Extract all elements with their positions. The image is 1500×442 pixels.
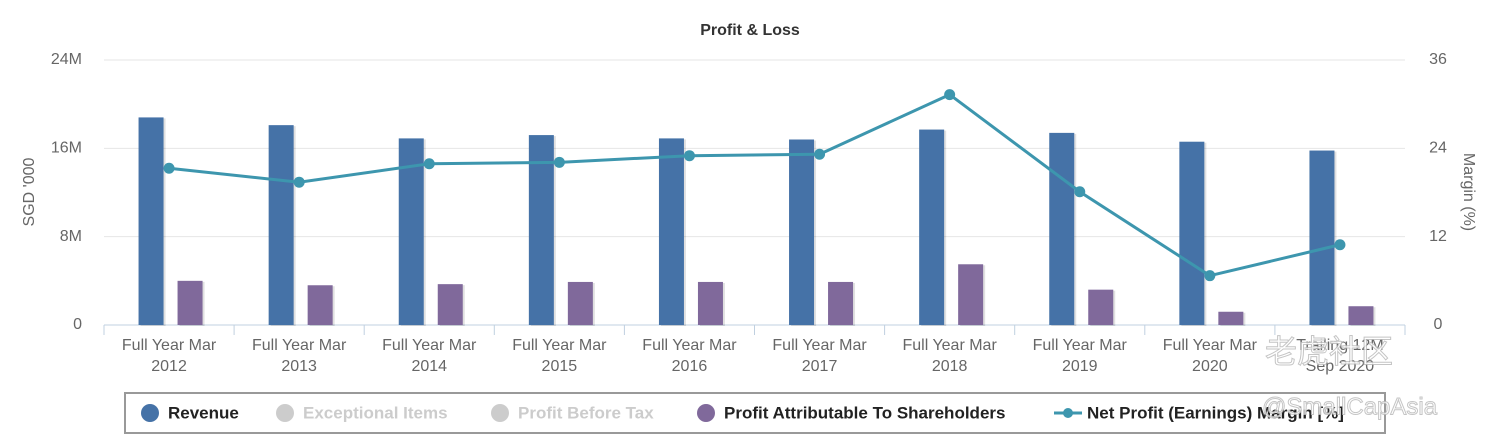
x-tick-label: Full Year Mar 2018 — [902, 337, 997, 375]
x-tick-label-box: Full Year Mar 2013 — [252, 337, 347, 375]
line-point — [423, 158, 435, 170]
line-point — [814, 148, 826, 160]
x-tick-label: Full Year Mar 2016 — [642, 337, 737, 375]
bar — [828, 281, 854, 325]
y-tick-label: 0 — [73, 316, 82, 333]
bar — [958, 264, 984, 325]
bar — [919, 129, 945, 325]
y2-tick-label: 0 — [1434, 316, 1443, 333]
y2-tick-label: 36 — [1429, 51, 1447, 68]
x-tick-label: Full Year Mar 2014 — [382, 337, 477, 375]
bar — [1348, 306, 1374, 325]
y2-tick-label: 24 — [1429, 140, 1447, 157]
line-point — [163, 162, 175, 174]
x-tick-label-box: Full Year Mar 2020 — [1162, 337, 1257, 375]
bar — [789, 139, 815, 325]
line-point — [1074, 186, 1086, 198]
bar — [1049, 132, 1075, 325]
legend-box — [124, 392, 1386, 434]
y-axis-title: SGD '000 — [21, 157, 38, 226]
legend-label[interactable]: Profit Attributable To Shareholders — [724, 403, 1005, 422]
bar — [398, 138, 424, 325]
x-tick-label: Full Year Mar 2015 — [512, 337, 607, 375]
bar — [697, 281, 723, 325]
x-tick-label-box: Full Year Mar 2019 — [1032, 337, 1127, 375]
bar — [658, 138, 684, 325]
bar — [1179, 141, 1205, 325]
y-tick-label: 24M — [51, 51, 82, 68]
y-tick-label: 16M — [51, 140, 82, 157]
legend-marker — [491, 404, 509, 422]
x-tick-label: Full Year Mar 2012 — [121, 337, 217, 375]
y-tick-label: 8M — [60, 228, 82, 245]
x-tick-label: Full Year Mar 2013 — [252, 337, 347, 375]
x-tick-label-box: Full Year Mar 2017 — [772, 337, 867, 375]
legend-marker — [276, 404, 294, 422]
legend-label[interactable]: Revenue — [168, 403, 239, 422]
legend-label[interactable]: Net Profit (Earnings) Margin [%] — [1087, 403, 1344, 422]
watermark: @SmallCapAsia — [1262, 393, 1438, 420]
bar — [138, 117, 164, 326]
x-tick-label-box: Full Year Mar 2014 — [382, 337, 477, 375]
legend-label[interactable]: Profit Before Tax — [518, 403, 654, 422]
legend-marker — [697, 404, 715, 422]
line-point — [553, 156, 565, 168]
bar — [1088, 289, 1114, 325]
bar — [528, 135, 554, 325]
x-tick-label: Trailing 12M Sep 2020 — [1296, 337, 1384, 375]
line-point — [1334, 239, 1346, 251]
x-tick-label-box: Full Year Mar 2016 — [642, 337, 737, 375]
legend-marker — [1063, 408, 1073, 418]
x-tick-label: Full Year Mar 2019 — [1032, 337, 1127, 375]
chart-title: Profit & Loss — [700, 22, 800, 39]
bar — [177, 280, 203, 325]
bar — [307, 285, 333, 325]
line-point — [944, 89, 956, 101]
watermark: 老虎社区 — [1265, 333, 1393, 369]
line-point — [293, 176, 305, 188]
line-point — [1204, 270, 1216, 282]
x-tick-label: Full Year Mar 2017 — [772, 337, 867, 375]
x-tick-label-box: Full Year Mar 2018 — [902, 337, 997, 375]
x-tick-label-box: Trailing 12M Sep 2020 — [1296, 337, 1384, 375]
line — [168, 92, 1341, 278]
x-tick-label-box: Full Year Mar 2012 — [121, 337, 217, 375]
bar — [437, 284, 463, 325]
x-tick-label-box: Full Year Mar 2015 — [512, 337, 607, 375]
line-point — [683, 150, 695, 162]
bar — [567, 281, 593, 325]
legend-label[interactable]: Exceptional Items — [303, 403, 448, 422]
x-tick-label: Full Year Mar 2020 — [1162, 337, 1257, 375]
bar — [268, 125, 294, 325]
y2-axis-title: Margin (%) — [1460, 153, 1477, 231]
legend-marker — [141, 404, 159, 422]
bar — [1218, 311, 1244, 325]
bar — [1309, 150, 1335, 325]
y2-tick-label: 12 — [1429, 228, 1447, 245]
